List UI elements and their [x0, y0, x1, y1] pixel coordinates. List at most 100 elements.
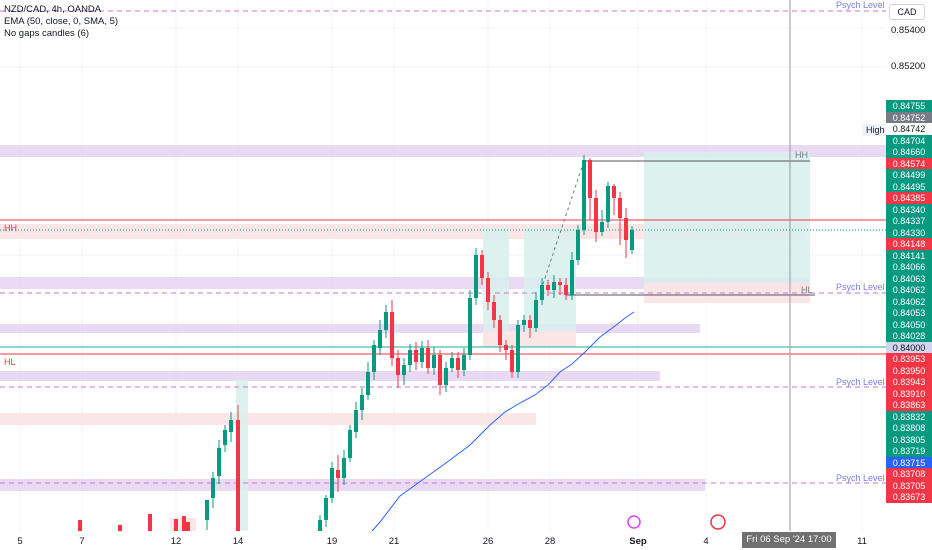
bullish-candle — [348, 425, 352, 462]
pink-zone — [644, 283, 810, 303]
price-label: 0.84337 — [886, 215, 932, 227]
candle-body — [236, 420, 240, 531]
supply-demand-zone — [0, 479, 705, 491]
supply-demand-zone — [0, 371, 660, 381]
level-annotation[interactable]: HH — [795, 150, 808, 160]
bullish-candle — [534, 292, 538, 332]
bullish-candle — [324, 495, 328, 527]
candle-body — [360, 395, 364, 410]
level-annotation[interactable]: HL — [4, 357, 16, 367]
price-label: 0.84330 — [886, 226, 932, 239]
bullish-candle — [366, 362, 370, 400]
level-annotation[interactable]: Psych Level — [836, 282, 885, 292]
candle-body — [534, 300, 538, 328]
bullish-candle — [450, 352, 454, 372]
level-annotation[interactable]: Psych Level — [836, 377, 885, 387]
bullish-candle — [444, 362, 448, 392]
candle-body — [378, 330, 382, 348]
candle-body — [390, 312, 394, 358]
price-label: 0.83943 — [886, 376, 932, 388]
candle-body — [402, 365, 406, 375]
bearish-candle — [118, 525, 122, 531]
bearish-candle — [78, 520, 82, 531]
bullish-candle — [420, 341, 424, 368]
bearish-candle — [396, 350, 400, 388]
bearish-candle — [528, 315, 532, 338]
time-tick-label: 21 — [388, 536, 400, 547]
candle-body — [630, 230, 634, 250]
price-label: 0.83953 — [886, 353, 932, 365]
price-label: 0.84742 — [886, 123, 932, 135]
bullish-candle — [576, 225, 580, 265]
level-annotation[interactable]: Psych Level — [836, 0, 885, 10]
price-label: 0.83808 — [886, 422, 932, 434]
price-label: 0.84660 — [886, 146, 932, 158]
price-label: 0.84000 — [886, 341, 932, 354]
candle-body — [450, 358, 454, 368]
candle-body — [318, 520, 322, 531]
candle-body — [324, 498, 328, 520]
bearish-candle — [546, 280, 550, 296]
price-label: 0.83910 — [886, 387, 932, 400]
trend-line — [540, 160, 585, 291]
candle-body — [438, 355, 442, 385]
price-label: 0.83719 — [886, 445, 932, 457]
bullish-candle — [402, 358, 406, 385]
bullish-candle — [378, 320, 382, 355]
candle-body — [498, 320, 502, 345]
price-label: 0.83708 — [886, 468, 932, 480]
bullish-candle — [372, 340, 376, 380]
price-label: 0.84495 — [886, 180, 932, 193]
candle-body — [510, 350, 514, 372]
price-label: 0.84499 — [886, 169, 932, 181]
candle-body — [558, 282, 562, 285]
candle-body — [492, 302, 496, 320]
candle-body — [354, 410, 358, 432]
event-icon[interactable] — [627, 515, 641, 529]
candle-body — [426, 348, 430, 368]
teal-zone — [524, 228, 576, 331]
bullish-candle — [229, 412, 233, 442]
bearish-candle — [588, 158, 592, 220]
level-annotation[interactable]: HL — [801, 285, 813, 295]
no-gaps-indicator-label[interactable]: No gaps candles (6) — [4, 28, 90, 39]
candle-body — [474, 255, 478, 298]
candle-body — [456, 358, 460, 370]
bullish-candle — [474, 248, 478, 305]
candle-body — [366, 372, 370, 395]
price-label: 0.84340 — [886, 203, 932, 216]
level-annotation[interactable]: Psych Level — [836, 473, 885, 483]
candle-body — [582, 160, 586, 230]
candle-body — [408, 350, 412, 365]
time-tick-label: 12 — [170, 536, 182, 547]
bearish-candle — [558, 278, 562, 295]
bullish-candle — [223, 425, 227, 452]
bullish-candle — [606, 182, 610, 228]
currency-button[interactable]: CAD — [889, 4, 925, 20]
economic-event-icon[interactable] — [710, 514, 726, 530]
bearish-candle — [414, 342, 418, 370]
price-label: 0.83805 — [886, 433, 932, 446]
price-label: 0.84050 — [886, 318, 932, 331]
bearish-candle — [492, 295, 496, 328]
time-axis[interactable] — [0, 531, 886, 550]
time-tick-label: 11 — [857, 536, 867, 547]
candle-body — [564, 285, 568, 295]
candle-body — [384, 312, 388, 330]
price-label: 0.84141 — [886, 249, 932, 262]
symbol-title[interactable]: NZD/CAD, 4h, OANDA — [4, 4, 102, 15]
bullish-candle — [462, 348, 466, 376]
ema-indicator-label[interactable]: EMA (50, close, 0, SMA, 5) — [4, 16, 119, 27]
bearish-candle — [510, 345, 514, 378]
candle-body — [186, 522, 190, 531]
level-annotation[interactable]: HH — [4, 223, 17, 233]
bearish-candle — [182, 516, 186, 531]
bullish-candle — [217, 440, 221, 484]
bearish-candle — [336, 455, 340, 492]
price-label: 0.84704 — [886, 134, 932, 147]
pink-zone — [0, 224, 806, 239]
bearish-candle — [390, 300, 394, 366]
price-label: 0.84066 — [886, 261, 932, 273]
time-tick-label: 4 — [703, 536, 709, 547]
